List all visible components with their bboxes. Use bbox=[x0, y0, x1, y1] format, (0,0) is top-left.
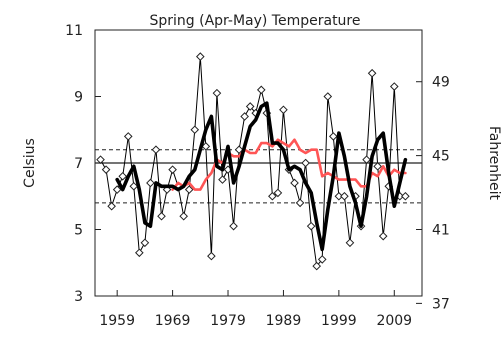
x-axis-ticks: 1959 1969 1979 1989 1999 2009 bbox=[99, 290, 412, 329]
y2-tick-label: 49 bbox=[432, 75, 450, 91]
data-point-marker bbox=[279, 105, 288, 115]
y-tick-label: 3 bbox=[74, 289, 83, 305]
series-layer bbox=[96, 52, 410, 271]
data-point-marker bbox=[107, 201, 116, 211]
data-point-marker bbox=[306, 221, 316, 231]
data-point-marker bbox=[290, 178, 299, 188]
data-point-marker bbox=[245, 102, 255, 111]
x-tick-label: 2009 bbox=[376, 313, 412, 329]
data-point-marker bbox=[295, 198, 305, 208]
data-point-marker bbox=[184, 185, 194, 194]
y-tick-label: 11 bbox=[65, 23, 83, 39]
data-point-marker bbox=[218, 175, 227, 184]
data-point-marker bbox=[190, 125, 200, 135]
x-tick-label: 1959 bbox=[99, 313, 135, 329]
chart-title: Spring (Apr-May) Temperature bbox=[149, 13, 360, 29]
y2-tick-label: 41 bbox=[432, 223, 450, 239]
data-point-marker bbox=[112, 185, 122, 194]
data-point-marker bbox=[301, 158, 310, 168]
data-point-marker bbox=[195, 52, 205, 61]
y2-tick-label: 37 bbox=[432, 296, 450, 312]
y-axis-label: Celsius bbox=[22, 138, 38, 188]
data-point-marker bbox=[401, 191, 410, 201]
y-tick-label: 7 bbox=[74, 156, 83, 172]
data-point-marker bbox=[373, 162, 382, 171]
data-point-marker bbox=[168, 165, 177, 174]
x-tick-label: 1999 bbox=[321, 313, 357, 329]
data-point-marker bbox=[240, 112, 249, 121]
data-point-marker bbox=[179, 211, 188, 221]
data-point-marker bbox=[367, 68, 377, 78]
data-point-marker bbox=[207, 251, 216, 261]
y2-axis-ticks: 37 41 45 49 bbox=[416, 75, 450, 312]
data-point-marker bbox=[340, 191, 349, 201]
data-point-marker bbox=[135, 248, 144, 258]
data-point-marker bbox=[317, 255, 327, 264]
data-point-marker bbox=[118, 171, 128, 181]
y2-axis-label: Fahrenheit bbox=[486, 126, 502, 201]
data-point-marker bbox=[345, 238, 355, 248]
series-line-thick-black bbox=[115, 101, 408, 252]
data-point-marker bbox=[234, 145, 244, 155]
data-point-marker bbox=[151, 145, 161, 155]
series-line-thin-black-diamond bbox=[100, 56, 406, 267]
data-point-marker bbox=[256, 85, 266, 95]
data-point-marker bbox=[312, 261, 322, 271]
x-tick-label: 1969 bbox=[155, 313, 191, 329]
data-point-marker bbox=[140, 238, 150, 248]
data-point-marker bbox=[362, 155, 371, 164]
data-point-marker bbox=[96, 155, 105, 164]
data-point-marker bbox=[378, 231, 388, 241]
data-point-marker bbox=[389, 82, 399, 91]
y-axis-ticks: 3 5 7 9 11 bbox=[65, 23, 101, 305]
y2-tick-label: 45 bbox=[432, 149, 450, 165]
data-point-marker bbox=[323, 92, 333, 101]
data-point-marker bbox=[129, 181, 139, 191]
data-point-marker bbox=[101, 165, 111, 174]
data-point-marker bbox=[212, 88, 222, 98]
data-point-marker bbox=[329, 132, 338, 141]
y-tick-label: 5 bbox=[74, 223, 83, 239]
data-point-marker bbox=[334, 191, 344, 201]
data-point-marker bbox=[201, 142, 211, 151]
data-point-marker bbox=[273, 188, 283, 198]
data-point-marker bbox=[123, 132, 133, 141]
data-point-marker bbox=[146, 178, 155, 188]
x-tick-label: 1979 bbox=[210, 313, 246, 329]
data-point-marker bbox=[268, 191, 277, 201]
data-point-marker bbox=[157, 211, 166, 221]
y-tick-label: 9 bbox=[74, 90, 83, 106]
x-tick-label: 1989 bbox=[266, 313, 302, 329]
data-point-marker bbox=[229, 221, 238, 231]
